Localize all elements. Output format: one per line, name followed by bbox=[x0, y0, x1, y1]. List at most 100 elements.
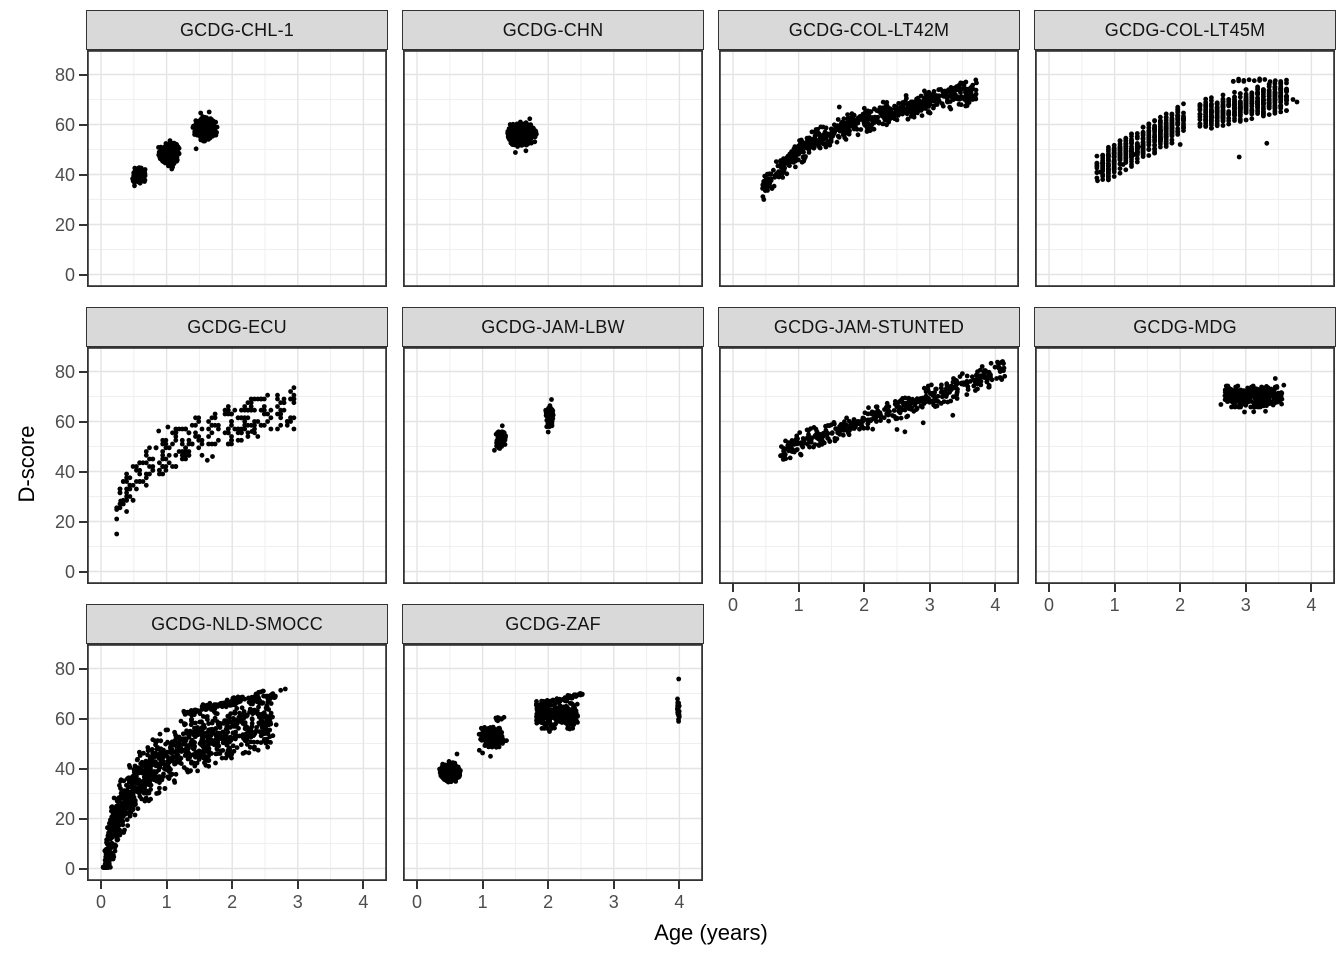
x-tick-label: 4 bbox=[674, 892, 685, 912]
facet-strip-label: GCDG-NLD-SMOCC bbox=[151, 613, 323, 634]
x-axis-tick bbox=[481, 881, 484, 889]
panel-border bbox=[1035, 347, 1335, 584]
y-axis-tick bbox=[79, 470, 87, 473]
x-tick-label: 2 bbox=[227, 892, 238, 912]
facet-panel bbox=[719, 50, 1019, 287]
y-tick-label: 40 bbox=[54, 758, 75, 779]
facet-panel bbox=[1035, 50, 1335, 287]
scatter-points bbox=[492, 397, 556, 453]
y-axis-tick bbox=[79, 520, 87, 523]
panel-border bbox=[87, 347, 387, 584]
y-tick-label: 60 bbox=[54, 708, 75, 729]
gridlines bbox=[1035, 50, 1335, 287]
facet-strip: GCDG-NLD-SMOCC bbox=[86, 604, 388, 644]
scatter-points bbox=[1094, 76, 1300, 184]
facet-panel bbox=[1035, 347, 1335, 584]
panel-border bbox=[87, 50, 387, 287]
y-tick-label: 0 bbox=[64, 264, 75, 285]
facet-strip: GCDG-CHN bbox=[402, 10, 704, 50]
x-axis-tick bbox=[1310, 584, 1313, 592]
panel-border bbox=[403, 50, 703, 287]
x-axis-tick bbox=[1179, 584, 1182, 592]
scatter-points bbox=[437, 676, 682, 785]
x-axis-tick bbox=[362, 881, 365, 889]
panel-border bbox=[719, 50, 1019, 287]
panel-border bbox=[719, 347, 1019, 584]
x-tick-label: 4 bbox=[358, 892, 369, 912]
facet-strip-label: GCDG-JAM-STUNTED bbox=[773, 316, 965, 337]
facet-strip: GCDG-CHL-1 bbox=[86, 10, 388, 50]
facet-strip-label: GCDG-JAM-LBW bbox=[481, 316, 625, 337]
x-tick-label: 0 bbox=[727, 595, 738, 615]
facet-panel bbox=[403, 50, 703, 287]
facet-panel bbox=[87, 347, 387, 584]
x-axis-title: Age (years) bbox=[654, 920, 768, 945]
facet-panel bbox=[719, 347, 1019, 584]
y-axis-tick bbox=[79, 667, 87, 670]
facet-strip: GCDG-JAM-STUNTED bbox=[718, 307, 1020, 347]
panel-border bbox=[403, 644, 703, 881]
x-tick-label: 3 bbox=[292, 892, 303, 912]
y-tick-label: 0 bbox=[64, 561, 75, 582]
y-axis-tick bbox=[79, 717, 87, 720]
x-tick-label: 0 bbox=[95, 892, 106, 912]
gridlines bbox=[403, 50, 703, 287]
y-axis-tick bbox=[79, 767, 87, 770]
y-axis-title: D-score bbox=[14, 425, 39, 503]
y-tick-label: 80 bbox=[54, 361, 75, 382]
panel-border bbox=[87, 644, 387, 881]
x-tick-label: 3 bbox=[608, 892, 619, 912]
x-tick-label: 1 bbox=[1109, 595, 1120, 615]
x-axis-tick bbox=[231, 881, 234, 889]
facet-panel bbox=[87, 50, 387, 287]
y-tick-label: 20 bbox=[54, 511, 75, 532]
scatter-points bbox=[1218, 376, 1287, 415]
facet-strip: GCDG-JAM-LBW bbox=[402, 307, 704, 347]
x-axis-tick bbox=[1113, 584, 1116, 592]
y-axis-tick bbox=[79, 867, 87, 870]
x-axis-tick bbox=[678, 881, 681, 889]
facet-panel bbox=[403, 644, 703, 881]
x-tick-label: 4 bbox=[990, 595, 1001, 615]
facet-strip-label: GCDG-ZAF bbox=[505, 613, 601, 634]
x-axis-tick bbox=[165, 881, 168, 889]
facet-strip: GCDG-COL-LT45M bbox=[1034, 10, 1336, 50]
x-axis-tick bbox=[100, 881, 102, 889]
y-axis-tick bbox=[79, 570, 87, 573]
y-axis-tick bbox=[79, 73, 87, 76]
facet-strip-label: GCDG-COL-LT45M bbox=[1104, 19, 1266, 40]
x-tick-label: 0 bbox=[411, 892, 422, 912]
gridlines bbox=[403, 347, 703, 584]
panel-border bbox=[1035, 50, 1335, 287]
x-tick-label: 1 bbox=[477, 892, 488, 912]
gridlines bbox=[87, 50, 387, 287]
y-tick-label: 20 bbox=[54, 214, 75, 235]
y-axis-tick bbox=[79, 420, 87, 423]
facet-strip: GCDG-MDG bbox=[1034, 307, 1336, 347]
scatter-points bbox=[114, 385, 297, 537]
x-axis-tick bbox=[612, 881, 615, 889]
panel-border bbox=[403, 347, 703, 584]
y-tick-label: 40 bbox=[54, 461, 75, 482]
facet-strip: GCDG-ECU bbox=[86, 307, 388, 347]
x-tick-label: 0 bbox=[1043, 595, 1054, 615]
facet-strip-label: GCDG-COL-LT42M bbox=[788, 19, 950, 40]
y-axis-tick bbox=[79, 223, 87, 226]
x-axis-tick bbox=[732, 584, 734, 592]
gridlines bbox=[719, 347, 1019, 584]
y-tick-label: 60 bbox=[54, 411, 75, 432]
facet-strip-label: GCDG-ECU bbox=[187, 316, 287, 337]
x-tick-label: 2 bbox=[1175, 595, 1186, 615]
y-axis-tick bbox=[79, 273, 87, 276]
x-axis-tick bbox=[863, 584, 866, 592]
y-axis-tick bbox=[79, 123, 87, 126]
x-tick-label: 1 bbox=[161, 892, 172, 912]
x-tick-label: 2 bbox=[859, 595, 870, 615]
gridlines bbox=[87, 347, 387, 584]
x-tick-label: 3 bbox=[924, 595, 935, 615]
facet-strip-label: GCDG-MDG bbox=[1133, 316, 1237, 337]
x-axis-tick bbox=[928, 584, 931, 592]
facet-strip: GCDG-ZAF bbox=[402, 604, 704, 644]
scatter-points bbox=[505, 116, 539, 155]
